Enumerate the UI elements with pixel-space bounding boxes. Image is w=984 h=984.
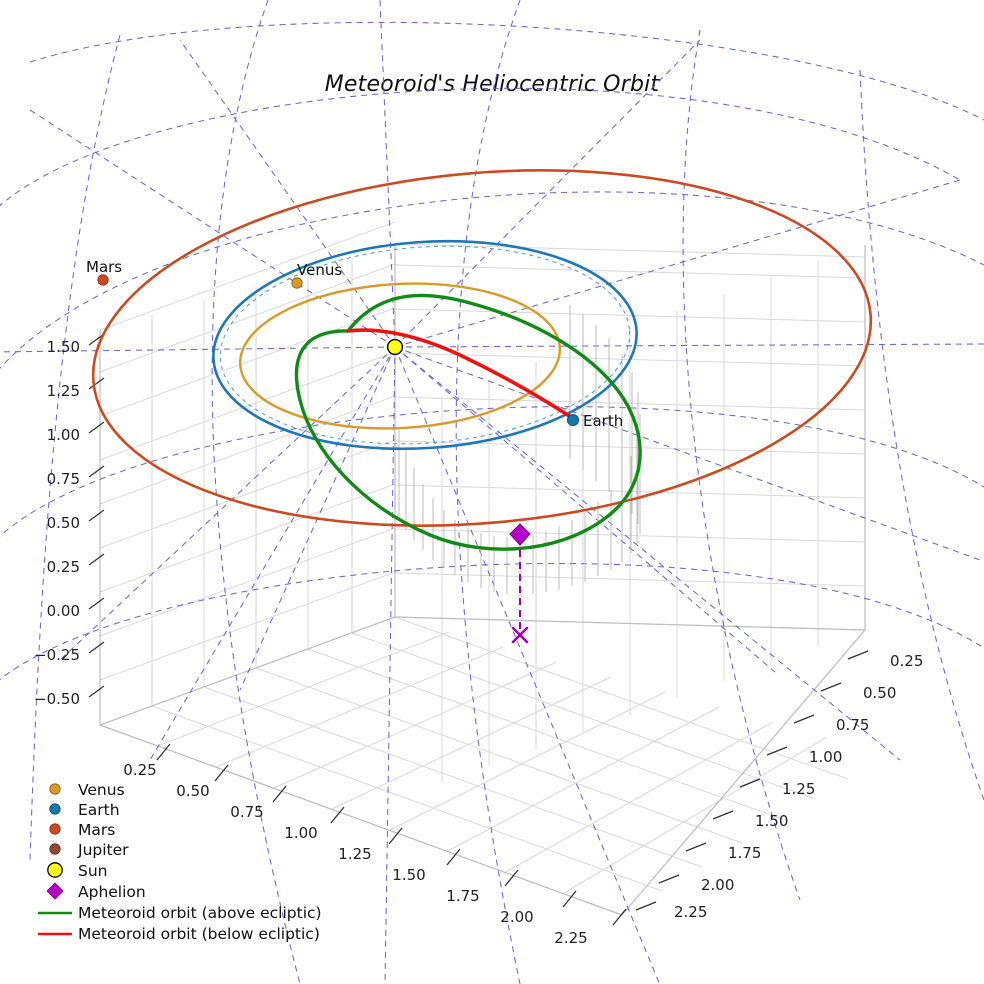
marker-mars[interactable]: [97, 274, 109, 286]
z-tick-2: 1.00: [47, 426, 80, 444]
z-axis-tick-labels: 1.50 1.25 1.00 0.75 0.50 0.25 0.00 −0.25…: [34, 338, 80, 708]
x-tick-8: 2.25: [554, 929, 587, 947]
x-tick-0: 0.25: [123, 761, 156, 779]
legend-item-venus[interactable]: Venus: [49, 781, 125, 799]
x-tick-5: 1.50: [392, 866, 425, 884]
y-tick-5: 1.50: [755, 812, 788, 830]
meteoroid-orbit-above-ecliptic: [294, 293, 642, 551]
legend-item-below-ecliptic[interactable]: Meteoroid orbit (below ecliptic): [38, 925, 320, 943]
y-tick-4: 1.25: [782, 780, 815, 798]
z-tick-8: −0.50: [34, 690, 80, 708]
orbit-earth: [212, 239, 638, 451]
legend-label-mars: Mars: [78, 821, 115, 839]
label-venus: Venus: [297, 261, 342, 279]
orbit-venus: [238, 282, 562, 430]
legend-item-jupiter[interactable]: Jupiter: [49, 841, 129, 859]
z-tick-5: 0.25: [47, 558, 80, 576]
jupiter-marker-icon: [49, 843, 61, 855]
marker-sun[interactable]: [386, 338, 404, 356]
z-tick-3: 0.75: [47, 470, 80, 488]
z-tick-1: 1.25: [47, 382, 80, 400]
legend-item-mars[interactable]: Mars: [49, 821, 116, 839]
legend-item-earth[interactable]: Earth: [49, 801, 120, 819]
orbit-stem-lines: [398, 305, 641, 595]
y-tick-6: 1.75: [728, 844, 761, 862]
y-axis-tick-labels: 0.25 0.50 0.75 1.00 1.25 1.50 1.75 2.00 …: [674, 652, 923, 921]
legend-item-sun[interactable]: Sun: [47, 862, 108, 880]
x-tick-6: 1.75: [446, 887, 479, 905]
orbit-mars: [91, 169, 873, 527]
y-tick-1: 0.50: [863, 684, 896, 702]
y-tick-0: 0.25: [890, 652, 923, 670]
legend-label-earth: Earth: [78, 801, 120, 819]
label-mars: Mars: [86, 258, 122, 276]
venus-marker-icon: [49, 783, 61, 795]
y-tick-3: 1.00: [809, 748, 842, 766]
meteoroid-orbit-below-ecliptic: [346, 328, 576, 421]
aphelion-drop-line: [511, 538, 529, 644]
z-tick-0: 1.50: [47, 338, 80, 356]
y-tick-2: 0.75: [836, 716, 869, 734]
mars-marker-icon: [49, 823, 61, 835]
y-tick-7: 2.00: [701, 876, 734, 894]
legend-label-sun: Sun: [78, 862, 108, 880]
x-axis-tick-labels: 0.25 0.50 0.75 1.00 1.25 1.50 1.75 2.00 …: [123, 761, 587, 947]
marker-earth[interactable]: [566, 413, 580, 427]
label-earth: Earth: [583, 412, 623, 430]
legend: Venus Earth Mars Jupiter Sun: [38, 781, 322, 943]
z-tick-7: −0.25: [34, 646, 80, 664]
aphelion-marker[interactable]: [509, 523, 531, 546]
legend-label-jupiter: Jupiter: [77, 841, 129, 859]
earth-marker-icon: [49, 803, 61, 815]
legend-label-above-ecliptic: Meteoroid orbit (above ecliptic): [78, 904, 322, 922]
x-tick-1: 0.50: [176, 782, 209, 800]
pane-edges: [99, 244, 866, 916]
axis-ticks: [88, 333, 869, 926]
x-tick-3: 1.00: [284, 824, 317, 842]
chart-title: Meteoroid's Heliocentric Orbit: [324, 72, 660, 97]
x-tick-7: 2.00: [500, 908, 533, 926]
pane-grid-right-wall: [394, 243, 866, 783]
legend-label-venus: Venus: [78, 781, 125, 799]
legend-label-aphelion: Aphelion: [78, 883, 146, 901]
legend-label-below-ecliptic: Meteoroid orbit (below ecliptic): [78, 925, 320, 943]
z-tick-6: 0.00: [47, 602, 80, 620]
legend-item-aphelion[interactable]: Aphelion: [46, 882, 146, 901]
sun-marker-icon: [47, 862, 63, 878]
aphelion-marker-icon: [46, 882, 64, 900]
y-tick-8: 2.25: [674, 903, 707, 921]
marker-venus[interactable]: [291, 277, 303, 289]
legend-item-above-ecliptic[interactable]: Meteoroid orbit (above ecliptic): [38, 904, 322, 922]
x-tick-2: 0.75: [230, 803, 263, 821]
z-tick-4: 0.50: [47, 514, 80, 532]
x-tick-4: 1.25: [338, 845, 371, 863]
